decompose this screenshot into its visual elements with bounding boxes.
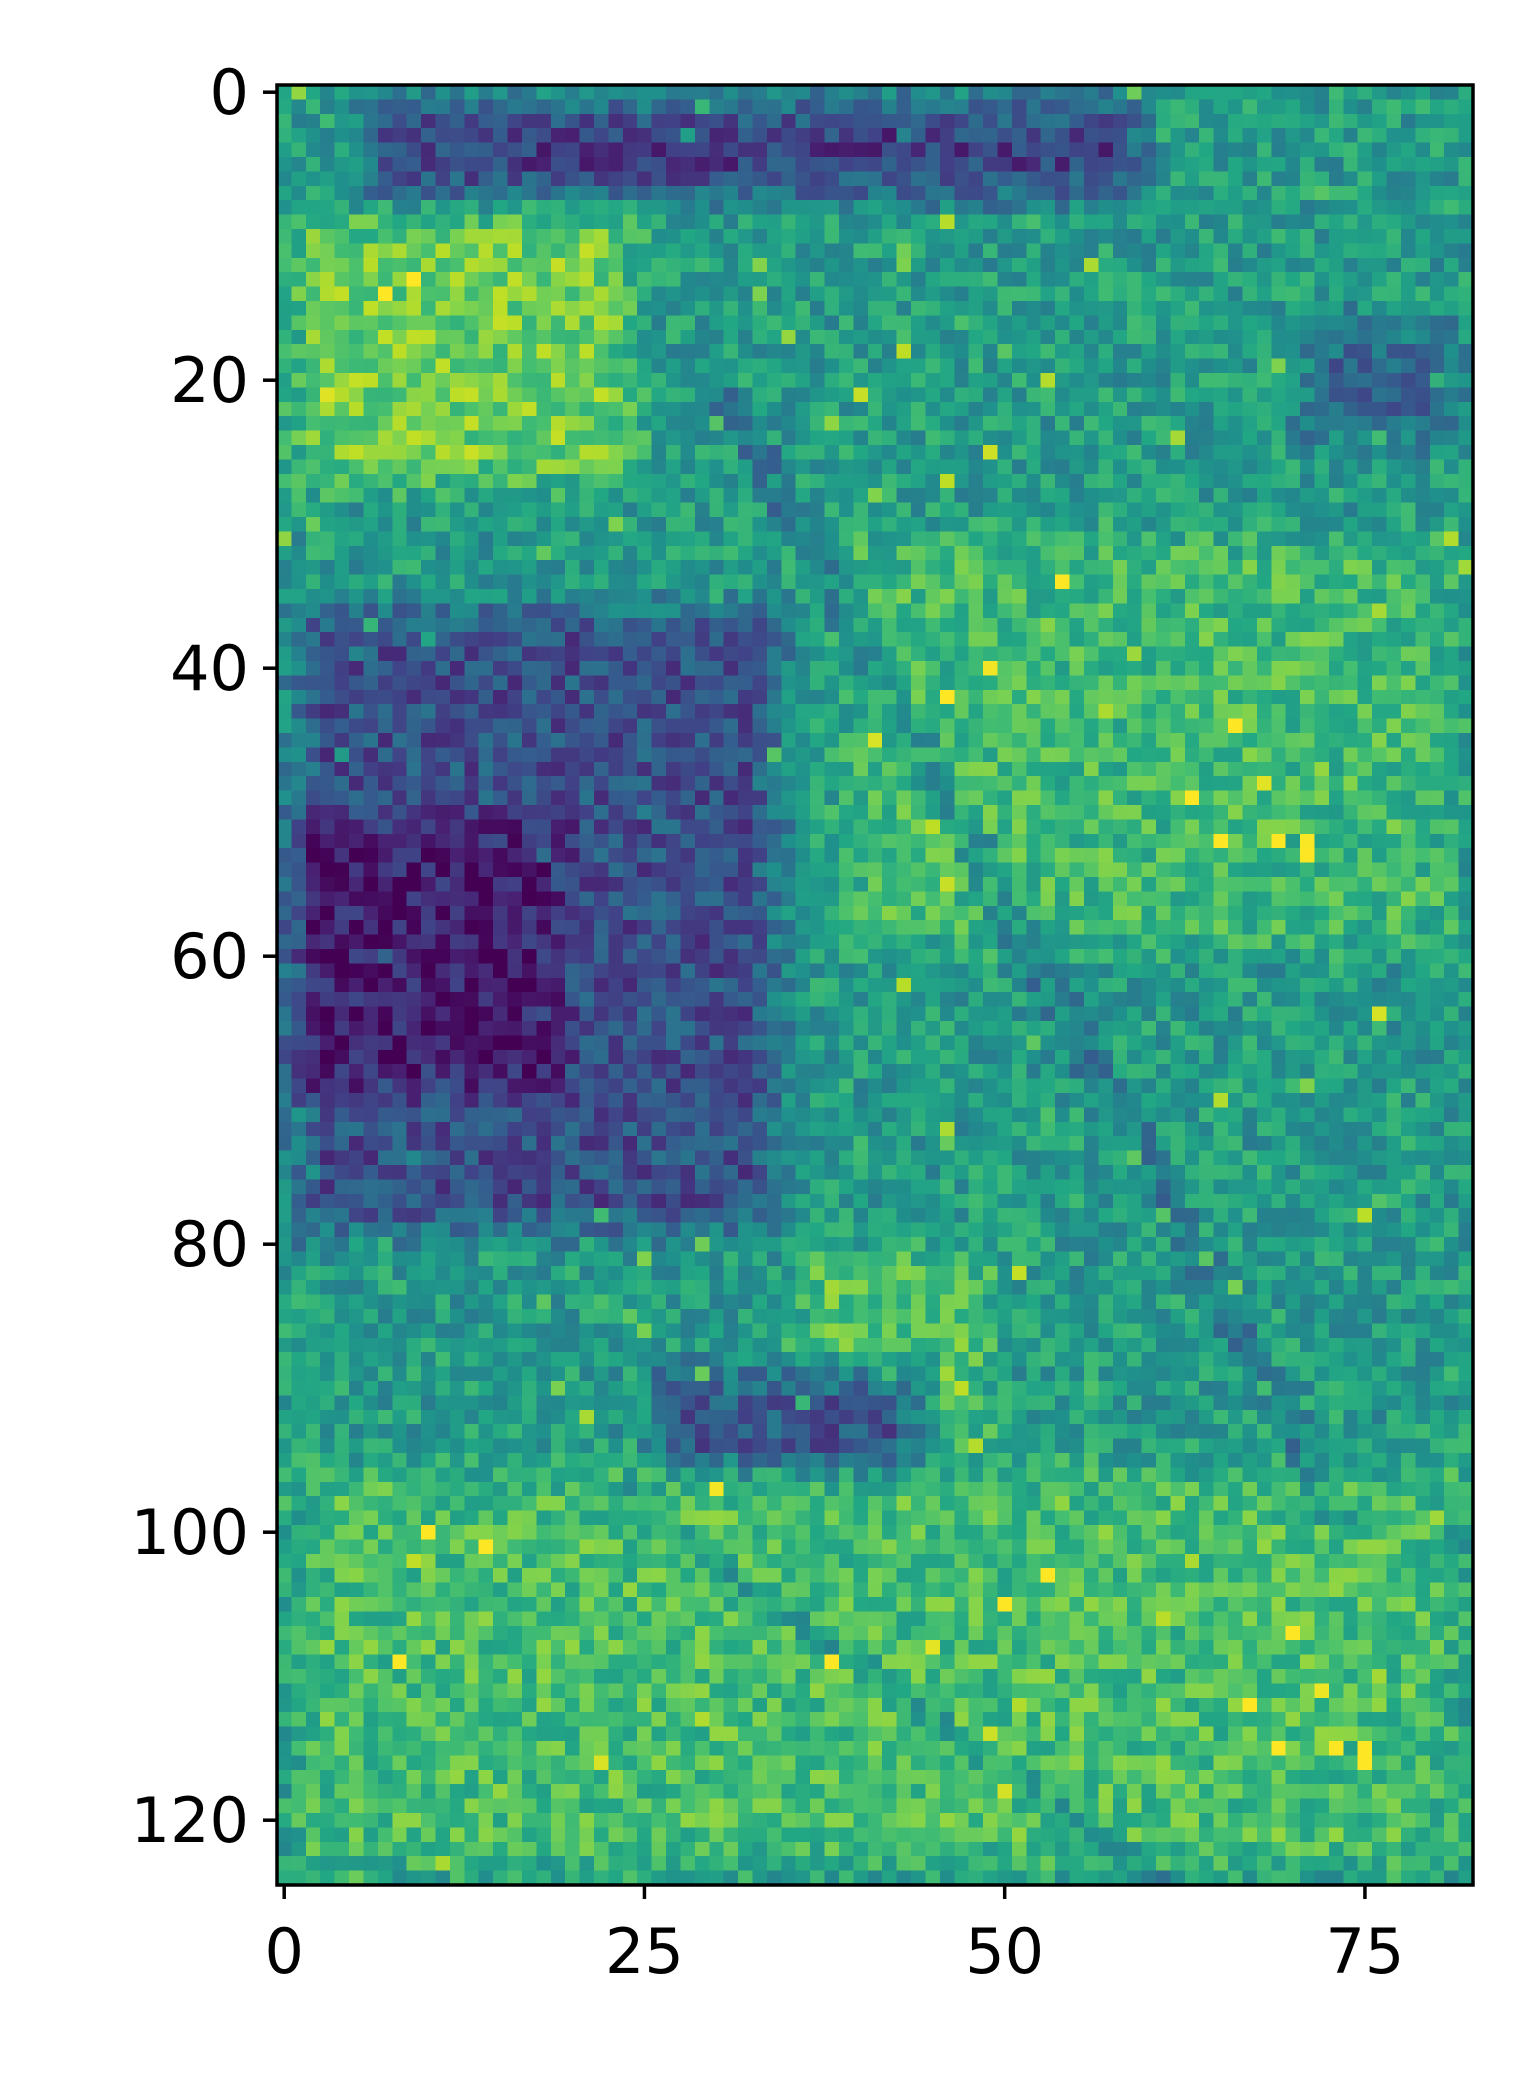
x-tick-label: 75 <box>1325 1915 1404 1988</box>
y-tick-label: 80 <box>170 1208 249 1281</box>
x-tick-label: 50 <box>965 1915 1044 1988</box>
y-tick-label: 120 <box>131 1784 249 1857</box>
x-tick-label: 25 <box>605 1915 684 1988</box>
y-tick-label: 100 <box>131 1496 249 1569</box>
heatmap-image <box>277 85 1473 1885</box>
y-tick-label: 40 <box>170 632 249 705</box>
y-tick-label: 20 <box>170 344 249 417</box>
plot-frame <box>275 83 1475 1887</box>
y-tick-label: 60 <box>170 920 249 993</box>
x-tick-label: 0 <box>264 1915 303 1988</box>
y-tick-label: 0 <box>210 56 249 129</box>
